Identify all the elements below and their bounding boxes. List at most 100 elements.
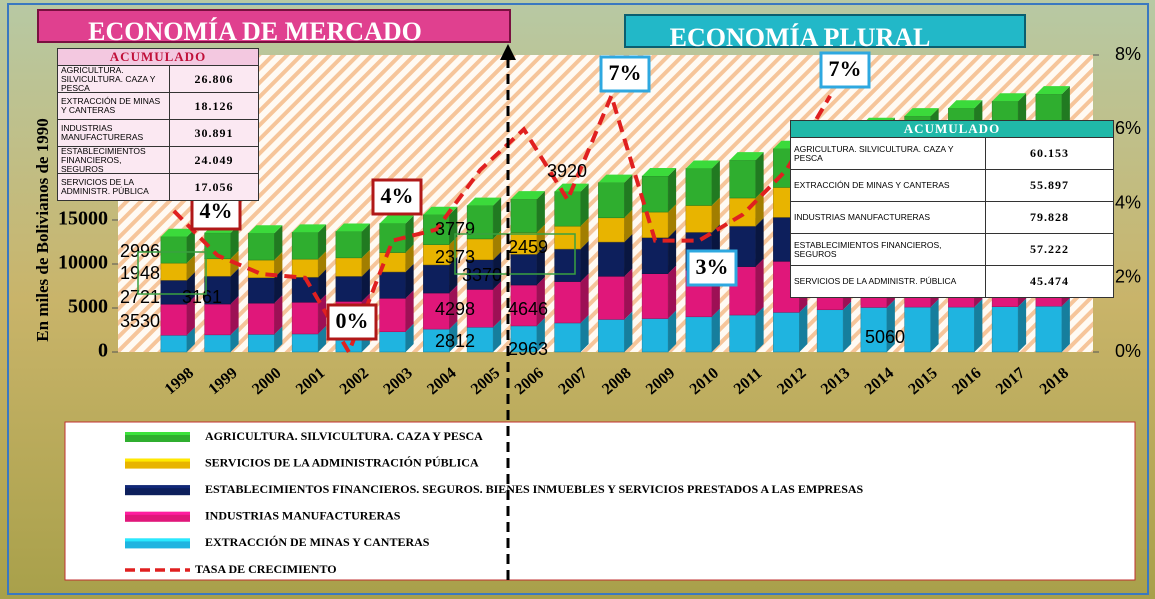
bar-segment xyxy=(641,237,669,274)
bar-segment xyxy=(291,258,319,278)
callout-text: 7% xyxy=(609,60,642,85)
bar-side xyxy=(886,299,895,352)
bar-segment xyxy=(379,298,406,333)
bar-side xyxy=(318,294,327,334)
bar-side xyxy=(580,241,589,282)
bar-side xyxy=(536,277,545,326)
bar-segment xyxy=(291,232,319,260)
callout-box xyxy=(819,51,871,89)
bar-segment xyxy=(685,205,713,233)
table-row: SERVICIOS DE LA ADMINISTR. PÚBLICA 17.056 xyxy=(58,173,258,200)
bar-side xyxy=(186,296,195,336)
bar-side xyxy=(361,249,370,277)
bar-side xyxy=(186,228,195,264)
bar-side xyxy=(668,204,677,238)
bar-segment xyxy=(248,277,275,304)
legend xyxy=(64,421,1136,581)
bar-side xyxy=(755,190,764,227)
callout-box xyxy=(599,55,651,93)
bar-segment xyxy=(466,327,494,353)
bar-side xyxy=(318,269,327,303)
bar-side xyxy=(624,209,633,242)
banner-text: ECONOMÍA DE MERCADO xyxy=(88,17,422,46)
bar-segment xyxy=(510,198,538,233)
legend-swatch xyxy=(125,511,190,522)
table-row: AGRICULTURA. SILVICULTURA. CAZA Y PESCA 6… xyxy=(791,137,1113,169)
legend-swatch-top xyxy=(125,511,190,515)
frame xyxy=(7,3,1149,595)
table-label: INDUSTRIAS MANUFACTURERAS xyxy=(791,202,986,233)
table-value: 18.126 xyxy=(194,98,234,113)
banner-text: ECONOMÍA PLURAL xyxy=(670,23,931,52)
bar-side xyxy=(536,246,545,286)
bar-side xyxy=(711,308,720,352)
bar-side xyxy=(449,285,458,330)
bar-side xyxy=(668,168,677,213)
bar-top xyxy=(379,215,414,224)
value-annotation: 1948 xyxy=(120,263,160,283)
value-annotation: 3161 xyxy=(182,287,222,307)
bar-side xyxy=(274,225,283,261)
bar-top xyxy=(598,174,633,183)
bar-side xyxy=(405,215,414,253)
bar-top xyxy=(1035,86,1070,95)
bar-side xyxy=(274,295,283,335)
callout-box xyxy=(686,249,738,287)
table-header: ACUMULADO xyxy=(58,49,258,65)
bar-side xyxy=(1061,298,1070,352)
bar-segment xyxy=(554,281,581,324)
bar-segment xyxy=(685,316,713,353)
bar-side xyxy=(624,311,633,352)
table-label: ESTABLECIMIENTOS FINANCIEROS, SEGUROS xyxy=(791,234,986,265)
legend-swatch xyxy=(125,485,190,496)
y2-tick-label: 4% xyxy=(1115,192,1141,212)
bar-side xyxy=(711,160,720,206)
legend-swatch xyxy=(125,538,190,549)
bar-side xyxy=(405,323,414,352)
bar-side xyxy=(755,307,764,352)
callout-text: 4% xyxy=(381,183,414,208)
table-row: SERVICIOS DE LA ADMINISTR. PÚBLICA 45.474 xyxy=(791,265,1113,297)
bar-segment xyxy=(335,257,363,277)
bar-segment xyxy=(160,335,188,353)
legend-swatch xyxy=(125,432,190,442)
callout-box xyxy=(371,178,423,216)
y2-tick-label: 8% xyxy=(1115,44,1141,64)
table-value: 57.222 xyxy=(1030,242,1069,256)
bar-segment xyxy=(466,289,494,328)
bar-side xyxy=(624,234,633,277)
table-value: 24.049 xyxy=(194,152,234,167)
bar-segment xyxy=(335,231,363,259)
table-value: 26.806 xyxy=(194,71,234,86)
bar-side xyxy=(580,273,589,323)
bar-top xyxy=(292,224,327,233)
legend-label: TASA DE CRECIMIENTO xyxy=(195,562,337,576)
bar-top xyxy=(685,160,720,169)
bar-side xyxy=(186,327,195,352)
bar-top xyxy=(904,108,939,117)
bar-side xyxy=(536,224,545,255)
bar-side xyxy=(580,314,589,352)
bar-side xyxy=(930,299,939,352)
callout-box xyxy=(326,303,378,341)
bar-side xyxy=(274,326,283,352)
banner xyxy=(37,9,511,43)
table-row: ESTABLECIMIENTOS FINANCIEROS, SEGUROS 24.… xyxy=(58,146,258,173)
bar-side xyxy=(755,218,764,267)
bar-segment xyxy=(729,159,756,199)
bar-side xyxy=(799,304,808,352)
bar-segment xyxy=(904,306,931,353)
bar-segment xyxy=(729,197,756,227)
bar-top xyxy=(160,228,195,237)
table-header: ACUMULADO xyxy=(791,121,1113,137)
table-label: ESTABLECIMIENTOS FINANCIEROS, SEGUROS xyxy=(58,146,170,173)
bar-segment xyxy=(641,273,669,319)
bar-segment xyxy=(641,318,669,353)
value-annotation: 2812 xyxy=(435,331,475,351)
bar-side xyxy=(624,268,633,320)
bar-side xyxy=(405,290,414,332)
bar-segment xyxy=(685,168,713,206)
callout-text: 4% xyxy=(200,198,233,223)
bar-segment xyxy=(816,309,844,353)
